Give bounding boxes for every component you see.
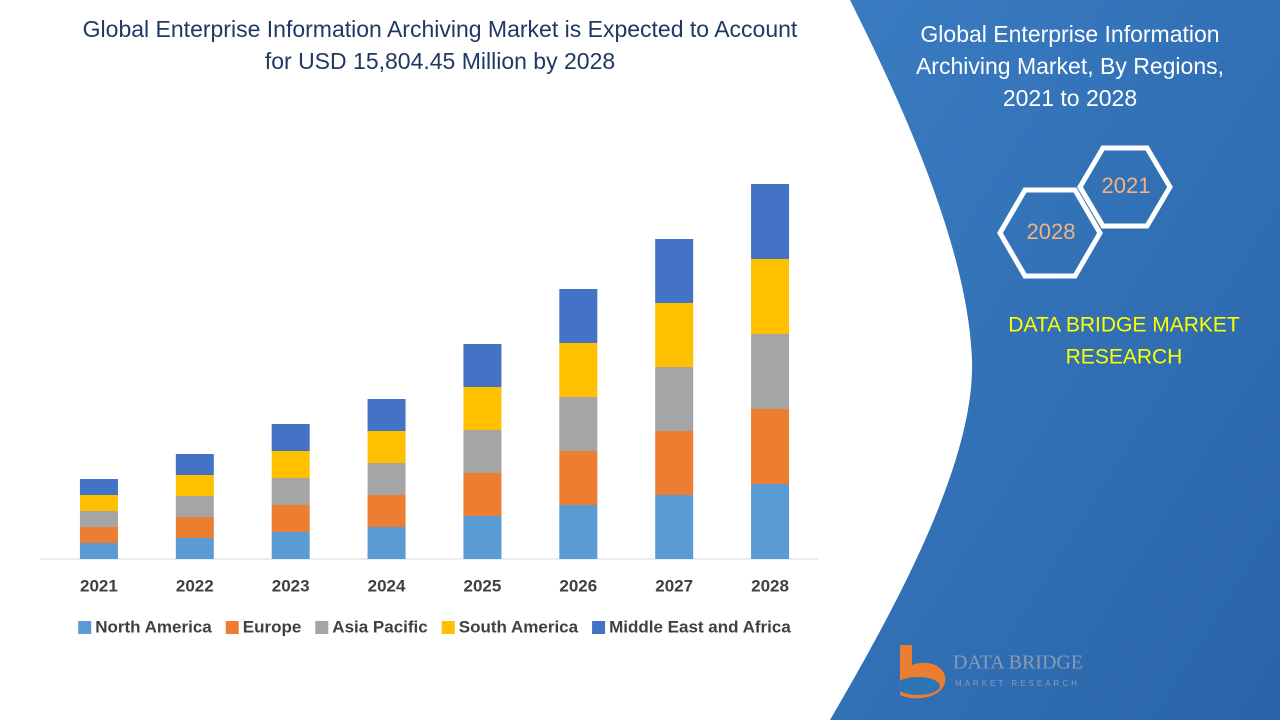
bar-segment bbox=[367, 463, 406, 495]
bar-segment bbox=[271, 478, 310, 505]
brand-line: DATA BRIDGE MARKET bbox=[1008, 314, 1240, 337]
x-tick-label: 2021 bbox=[80, 576, 118, 595]
bar-segment bbox=[463, 344, 502, 387]
bar-segment bbox=[175, 496, 214, 517]
panel-title-line: 2021 to 2028 bbox=[1003, 85, 1137, 111]
logo-mark bbox=[896, 677, 940, 695]
bar-segment bbox=[79, 479, 118, 495]
legend-swatch bbox=[315, 621, 329, 634]
title-line: for USD 15,804.45 Million by 2028 bbox=[265, 48, 615, 74]
panel-title: Global Enterprise Information Archiving … bbox=[916, 21, 1224, 111]
plot: 2021 2022 2023 2024 2025 2026 2027 2028 North Am… bbox=[40, 184, 818, 636]
panel-title-line: Global Enterprise Information bbox=[920, 21, 1219, 47]
bar-segment bbox=[655, 303, 694, 367]
bar-segment bbox=[559, 289, 598, 343]
legend-label: North America bbox=[95, 617, 212, 636]
x-tick-label: 2024 bbox=[368, 576, 406, 595]
legend-swatch bbox=[78, 621, 92, 634]
x-tick-label: 2027 bbox=[655, 576, 693, 595]
bar-segment bbox=[271, 505, 310, 532]
panel-title-line: Archiving Market, By Regions, bbox=[916, 53, 1224, 79]
hexagon bbox=[1077, 145, 1173, 229]
bar-segment bbox=[751, 409, 790, 484]
bar-segment bbox=[79, 511, 118, 527]
legend-swatch bbox=[441, 621, 455, 634]
title-line: Global Enterprise Information Archiving … bbox=[83, 16, 798, 42]
bar-segment bbox=[367, 495, 406, 527]
x-tick-label: 2025 bbox=[464, 576, 502, 595]
hex-year: 2028 bbox=[1027, 219, 1076, 244]
x-tick-label: 2026 bbox=[559, 576, 597, 595]
bar-segment bbox=[559, 505, 598, 559]
bar-segment bbox=[271, 451, 310, 478]
bar-segment bbox=[751, 334, 790, 409]
bar-segment bbox=[271, 532, 310, 559]
bar-segment bbox=[751, 259, 790, 334]
bar-segment bbox=[463, 430, 502, 473]
bar-segment bbox=[271, 424, 310, 451]
hex-year: 2021 bbox=[1102, 173, 1151, 198]
x-tick-label: 2023 bbox=[272, 576, 310, 595]
legend-label: Asia Pacific bbox=[332, 617, 427, 636]
logo-name: DATA BRIDGE bbox=[953, 652, 1083, 674]
legend-swatch bbox=[225, 621, 239, 634]
x-tick-label: 2022 bbox=[176, 576, 214, 595]
bar-segment bbox=[655, 431, 694, 495]
legend-swatch bbox=[592, 621, 606, 634]
x-tick-label: 2028 bbox=[751, 576, 789, 595]
bar-segment bbox=[463, 473, 502, 516]
bar-segment bbox=[79, 527, 118, 543]
logo: DATA BRIDGE MARKET RESEARCH bbox=[896, 645, 1083, 699]
bar-segment bbox=[559, 451, 598, 505]
bar-segment bbox=[175, 475, 214, 496]
bar-segment bbox=[751, 184, 790, 259]
bar-segment bbox=[463, 516, 502, 559]
hexagon bbox=[997, 187, 1103, 279]
bar-segment bbox=[751, 484, 790, 559]
bar-segment bbox=[559, 397, 598, 451]
brand: DATA BRIDGE MARKET RESEARCH bbox=[1008, 314, 1240, 369]
bar-segment bbox=[367, 527, 406, 559]
bar-segment bbox=[175, 454, 214, 475]
bar-segment bbox=[655, 495, 694, 559]
bar-segment bbox=[655, 367, 694, 431]
legend-label: South America bbox=[459, 617, 579, 636]
bar-segment bbox=[367, 431, 406, 463]
legend: North America Europe Asia Pacific South Ame… bbox=[78, 617, 791, 636]
bar-segment bbox=[559, 343, 598, 397]
bar-segment bbox=[175, 517, 214, 538]
legend-label: Europe bbox=[243, 617, 302, 636]
brand-line: RESEARCH bbox=[1066, 346, 1183, 369]
legend-label: Middle East and Africa bbox=[609, 617, 791, 636]
bar-segment bbox=[655, 239, 694, 303]
bar-segment bbox=[175, 538, 214, 559]
logo-tagline: MARKET RESEARCH bbox=[955, 679, 1080, 688]
bar-segment bbox=[463, 387, 502, 430]
chart-title: Global Enterprise Information Archiving … bbox=[83, 16, 798, 74]
bar-segment bbox=[79, 543, 118, 559]
bar-segment bbox=[367, 399, 406, 431]
bar-segment bbox=[79, 495, 118, 511]
